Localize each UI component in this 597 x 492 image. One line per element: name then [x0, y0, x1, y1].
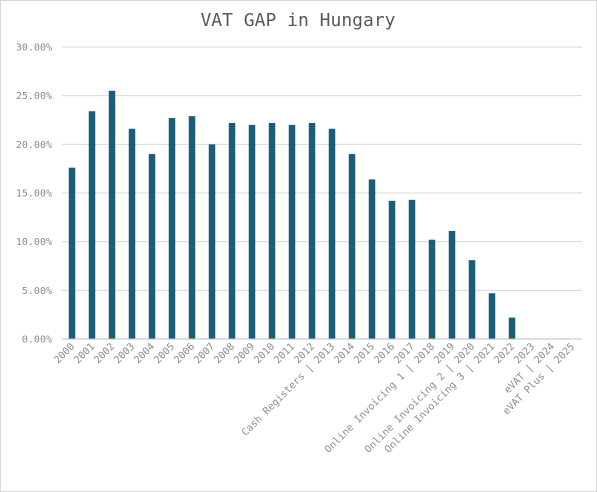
x-tick-label: 2000	[52, 341, 77, 366]
x-tick-label: 2001	[72, 341, 97, 366]
y-tick-label: 15.00%	[16, 189, 52, 200]
bar	[148, 154, 156, 339]
x-tick-label: 2006	[172, 341, 197, 366]
y-tick-label: 5.00%	[22, 286, 52, 297]
bar	[428, 239, 436, 339]
x-tick-label: 2007	[192, 341, 217, 366]
bar	[308, 122, 316, 339]
bar	[408, 199, 416, 339]
x-tick-label: 2003	[112, 341, 137, 366]
bar	[268, 122, 276, 339]
bar	[208, 144, 216, 339]
x-tick-label: 2015	[352, 341, 377, 366]
bar	[128, 128, 136, 339]
x-tick-label: 2010	[252, 341, 277, 366]
y-tick-label: 25.00%	[16, 91, 52, 102]
x-tick-label: 2011	[272, 341, 297, 366]
y-axis-ticks: 0.00% 5.00% 10.00% 15.00% 20.00% 25.00% 30.00%	[16, 43, 52, 346]
chart-title: VAT GAP in Hungary	[200, 10, 395, 31]
bar	[248, 124, 256, 339]
bar	[388, 200, 396, 339]
x-tick-label: 2014	[332, 341, 357, 366]
bar	[228, 122, 236, 339]
x-tick-label: 2008	[212, 341, 237, 366]
bar	[508, 317, 516, 339]
x-tick-label: 2009	[232, 341, 257, 366]
y-tick-label: 0.00%	[22, 335, 52, 346]
x-axis-ticks: 2000200120022003200420052006200720082009…	[52, 341, 577, 455]
bar	[88, 111, 96, 340]
gridlines	[62, 46, 582, 291]
y-tick-label: 30.00%	[16, 43, 52, 54]
bar	[188, 116, 196, 340]
bar	[448, 230, 456, 339]
bar	[108, 90, 116, 339]
x-tick-label: 2004	[132, 341, 157, 366]
y-tick-label: 10.00%	[16, 237, 52, 248]
bar	[288, 124, 296, 339]
bar	[348, 154, 356, 339]
bars	[68, 90, 516, 340]
bar	[468, 260, 476, 339]
bar	[368, 179, 376, 339]
bar	[68, 167, 76, 339]
x-tick-label: 2022	[492, 341, 517, 366]
y-tick-label: 20.00%	[16, 140, 52, 151]
x-tick-label: 2016	[372, 341, 397, 366]
bar	[488, 293, 496, 339]
x-tick-label: 2005	[152, 341, 177, 366]
bar	[168, 118, 176, 339]
bar	[328, 128, 336, 339]
x-tick-label: 2002	[92, 341, 117, 366]
